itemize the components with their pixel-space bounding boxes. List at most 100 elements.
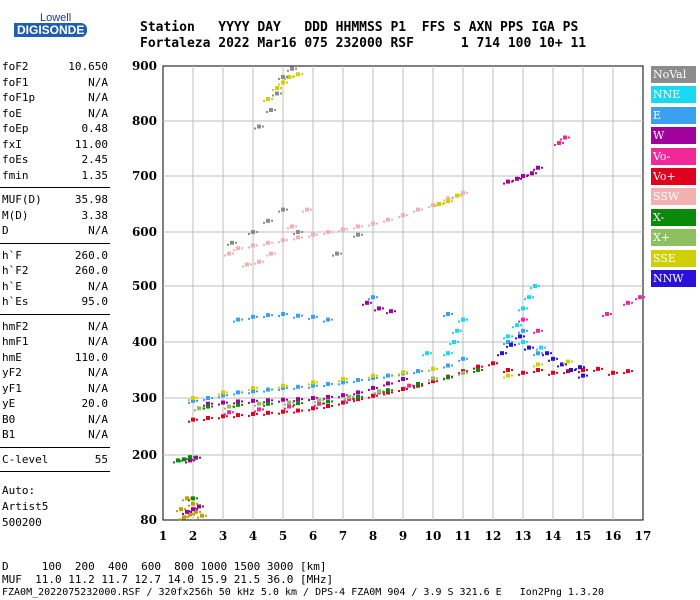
data-point xyxy=(365,300,369,305)
data-point xyxy=(248,246,250,249)
data-point xyxy=(521,328,525,333)
data-point xyxy=(451,313,453,315)
data-point xyxy=(536,351,540,356)
param-value: N/A xyxy=(88,412,108,426)
data-point xyxy=(302,210,304,213)
data-point xyxy=(338,403,340,406)
data-point xyxy=(406,372,408,375)
data-point xyxy=(643,296,645,299)
data-point xyxy=(194,409,196,412)
data-point xyxy=(436,380,438,383)
data-point xyxy=(227,251,231,256)
x-tick-label: 12 xyxy=(485,529,502,543)
data-point xyxy=(563,135,567,140)
data-point xyxy=(512,326,514,329)
data-point xyxy=(266,401,270,406)
data-point xyxy=(458,372,460,375)
data-point xyxy=(314,404,316,407)
data-point xyxy=(361,395,363,398)
data-point xyxy=(340,252,342,255)
data-point xyxy=(406,377,408,380)
data-point xyxy=(308,383,310,386)
data-point xyxy=(455,193,459,198)
param-label: M(D) xyxy=(2,208,29,222)
header-values: Fortaleza 2022 Mar16 075 232000 RSF 1 71… xyxy=(140,36,587,51)
data-point xyxy=(356,224,360,229)
data-point xyxy=(311,314,315,319)
data-point xyxy=(248,233,250,235)
data-point xyxy=(391,218,393,221)
data-point xyxy=(457,341,459,343)
data-point xyxy=(512,179,514,182)
data-point xyxy=(197,516,199,519)
data-point xyxy=(233,393,235,396)
data-point xyxy=(224,413,226,416)
data-point xyxy=(182,457,186,462)
data-point xyxy=(530,171,534,176)
data-point xyxy=(257,407,261,412)
param-value: 10.650 xyxy=(68,60,108,73)
data-point xyxy=(506,334,510,339)
data-point xyxy=(578,365,582,370)
data-point xyxy=(466,371,468,374)
data-point xyxy=(248,388,250,391)
data-point xyxy=(362,303,364,306)
legend-item: E xyxy=(651,106,696,124)
data-point xyxy=(515,337,517,340)
data-point xyxy=(544,346,546,349)
data-point xyxy=(578,376,580,379)
data-point xyxy=(371,373,375,378)
data-point xyxy=(506,373,510,378)
data-point xyxy=(262,260,264,263)
data-point xyxy=(635,298,637,301)
data-point xyxy=(541,352,543,355)
data-point xyxy=(193,456,195,459)
data-point xyxy=(278,386,280,389)
data-point xyxy=(496,362,498,365)
param-value: N/A xyxy=(88,381,108,395)
data-point xyxy=(533,168,535,171)
data-point xyxy=(286,208,288,211)
data-point xyxy=(473,367,475,370)
data-point xyxy=(293,411,295,414)
data-point xyxy=(185,458,187,461)
data-point xyxy=(562,142,564,144)
data-point xyxy=(296,408,300,413)
data-point xyxy=(317,398,321,403)
data-point xyxy=(281,397,285,402)
data-point xyxy=(316,384,318,387)
data-point xyxy=(271,241,273,244)
data-point xyxy=(326,317,330,322)
data-point xyxy=(286,386,288,389)
data-point xyxy=(571,360,573,363)
param-label: B0 xyxy=(2,412,16,426)
data-point xyxy=(236,390,240,395)
data-point xyxy=(515,176,519,181)
data-point xyxy=(230,240,234,245)
data-point xyxy=(293,400,295,403)
data-point xyxy=(530,287,532,289)
data-point xyxy=(266,398,270,403)
data-point xyxy=(401,213,405,218)
data-point xyxy=(241,414,243,417)
data-point xyxy=(266,240,270,245)
data-point xyxy=(308,386,310,389)
data-point xyxy=(434,205,436,207)
data-point xyxy=(541,363,543,366)
data-point xyxy=(520,177,522,180)
param-label: foEs xyxy=(2,153,29,166)
param-label: h`Es xyxy=(2,295,29,308)
data-point xyxy=(233,416,235,419)
data-point xyxy=(311,383,315,388)
param-value: N/A xyxy=(88,91,108,104)
data-point xyxy=(431,366,435,371)
data-point xyxy=(179,518,181,521)
data-point xyxy=(206,404,210,409)
data-point xyxy=(263,221,265,224)
data-point xyxy=(194,509,198,514)
data-point xyxy=(331,400,333,403)
data-point xyxy=(521,174,525,178)
param-value: 11.00 xyxy=(74,137,108,151)
data-point xyxy=(527,345,531,350)
data-point xyxy=(323,402,325,405)
